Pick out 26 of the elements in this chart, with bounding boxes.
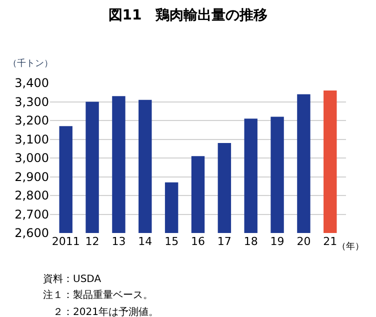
x-tick-label: 21	[323, 235, 338, 248]
x-axis-title: （年）	[337, 241, 364, 252]
y-tick-label: 3,000	[14, 151, 49, 166]
y-axis-title: （千トン）	[8, 58, 53, 69]
x-tick-label: 12	[85, 235, 100, 248]
y-tick-label: 3,200	[14, 114, 49, 128]
text: ２：2021年は予測値。	[43, 306, 158, 317]
x-tick-label: 16	[191, 235, 205, 248]
x-tick-label: 20	[296, 235, 311, 248]
text: 注１：製品重量ベース。	[43, 289, 153, 301]
x-tick-label: 2011	[52, 235, 80, 248]
x-tick-label: 17	[217, 235, 232, 248]
y-tick-label: 2,900	[14, 170, 49, 184]
x-tick-label: 19	[270, 235, 284, 248]
y-tick-label: 3,400	[14, 76, 49, 90]
x-tick-label: 14	[138, 235, 152, 248]
chart-title: 図11 鶏肉輸出量の推移	[108, 7, 268, 24]
y-tick-label: 2,800	[14, 188, 49, 203]
x-tick-label: 18	[244, 235, 258, 248]
y-tick-label: 3,100	[14, 132, 49, 146]
y-tick-label: 3,300	[14, 94, 49, 109]
x-tick-label: 15	[164, 235, 179, 248]
y-tick-label: 2,600	[14, 226, 49, 240]
x-tick-label: 13	[112, 235, 126, 248]
y-tick-label: 2,700	[14, 207, 49, 222]
text: 資料：USDA	[43, 273, 102, 285]
